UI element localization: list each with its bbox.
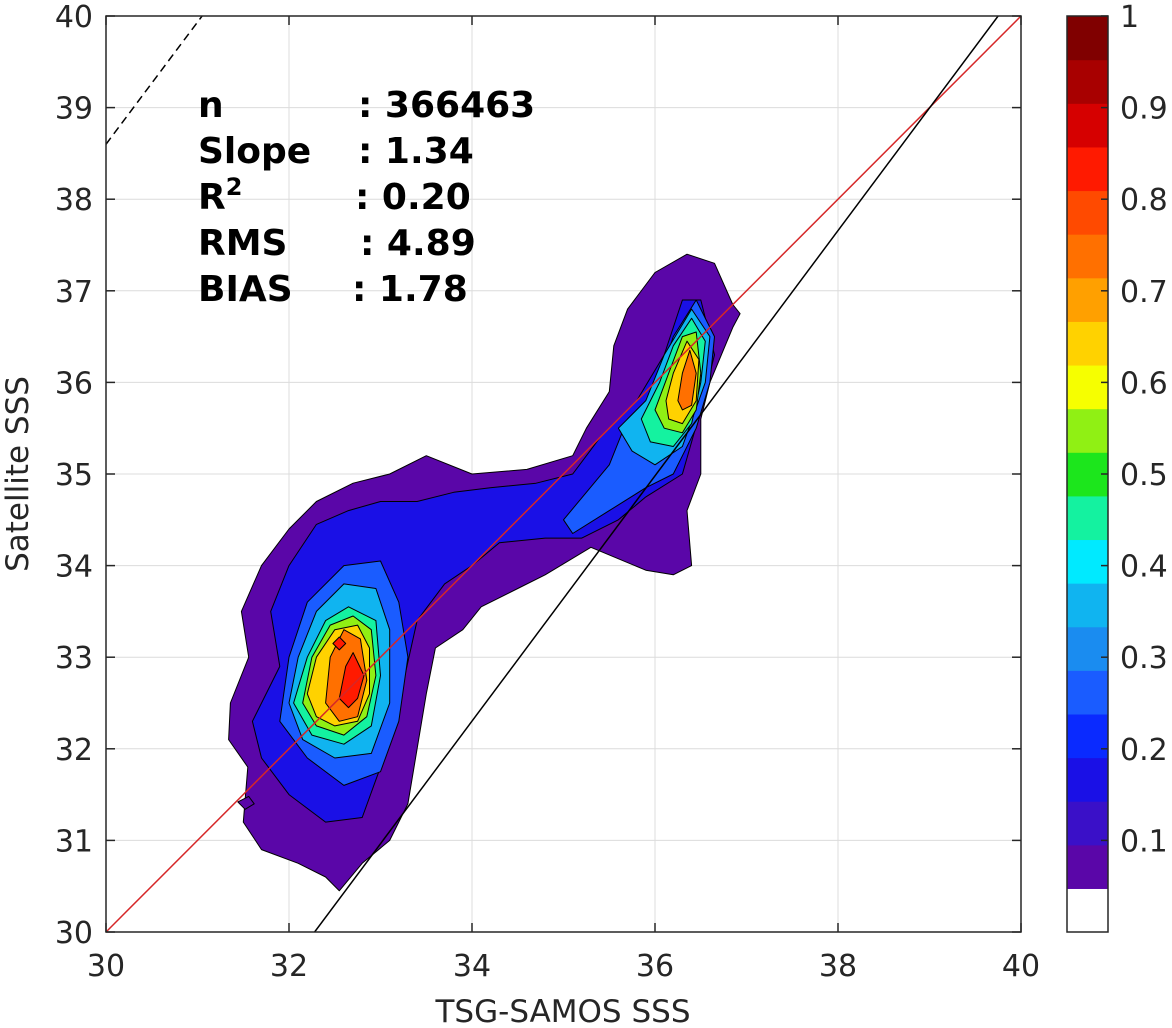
colorbar-segment — [1067, 583, 1108, 628]
y-tick-label: 34 — [55, 550, 93, 585]
density-contour — [677, 349, 697, 411]
stats-annotation: n : 366463 Slope : 1.34 R2 : 0.20 RMS : 4.89 BIA… — [198, 85, 535, 310]
colorbar-tick-label: 0.2 — [1120, 733, 1168, 768]
colorbar-segment — [1067, 16, 1108, 61]
stat-value: : 1.78 — [352, 269, 468, 310]
colorbar-tick-label: 0.3 — [1120, 641, 1168, 676]
stat-superscript: 2 — [226, 173, 243, 201]
x-tick-label: 40 — [1002, 949, 1040, 984]
colorbar: 0.1 0.2 0.3 0.4 0.5 0.6 0.7 0.8 0.9 1 — [1066, 0, 1168, 933]
colorbar-segment — [1067, 844, 1108, 889]
x-axis-ticks: 30 32 34 36 38 40 — [87, 16, 1040, 984]
y-tick-label: 35 — [55, 458, 93, 493]
x-axis-label: TSG-SAMOS SSS — [435, 994, 691, 1028]
colorbar-tick-label: 0.6 — [1120, 366, 1168, 401]
x-tick-label: 30 — [87, 949, 125, 984]
y-tick-label: 39 — [55, 92, 93, 127]
density-contour — [237, 795, 255, 810]
y-tick-label: 40 — [55, 0, 93, 35]
y-tick-label: 32 — [55, 733, 93, 768]
colorbar-tick-label: 0.5 — [1120, 458, 1168, 493]
stat-value: : 1.34 — [358, 131, 474, 172]
stat-value: : 0.20 — [355, 177, 471, 218]
colorbar-tick-label: 0.7 — [1120, 275, 1168, 310]
x-tick-label: 38 — [819, 949, 857, 984]
colorbar-segment — [1067, 59, 1108, 104]
colorbar-segment — [1067, 277, 1108, 322]
stat-label: BIAS — [198, 269, 293, 310]
y-axis-ticks: 30 31 32 33 34 35 36 37 38 39 40 — [55, 0, 1021, 951]
bias-offset-line — [106, 16, 203, 145]
colorbar-segment — [1067, 103, 1108, 148]
stat-label: n — [198, 85, 224, 126]
colorbar-tick-label: 1 — [1120, 0, 1139, 35]
density-contours — [228, 253, 741, 892]
density-contour — [338, 652, 365, 709]
y-tick-label: 38 — [55, 183, 93, 218]
colorbar-tick-label: 0.1 — [1120, 824, 1168, 859]
colorbar-segment — [1067, 234, 1108, 279]
stat-value: : 366463 — [358, 85, 535, 126]
x-tick-label: 32 — [270, 949, 308, 984]
colorbar-segment — [1067, 539, 1108, 584]
colorbar-segment — [1067, 626, 1108, 671]
stat-label: R2 — [198, 173, 242, 218]
colorbar-segment — [1067, 364, 1108, 410]
y-tick-label: 37 — [55, 275, 93, 310]
x-tick-label: 34 — [453, 949, 491, 984]
colorbar-segment — [1067, 888, 1108, 933]
y-tick-label: 30 — [55, 916, 93, 951]
one-to-one-line — [106, 16, 1021, 932]
colorbar-segment — [1067, 713, 1108, 759]
colorbar-segment — [1067, 146, 1108, 192]
colorbar-segment — [1067, 190, 1108, 235]
regression-line — [314, 16, 999, 932]
colorbar-segment — [1067, 408, 1108, 453]
y-tick-label: 36 — [55, 366, 93, 401]
colorbar-segment — [1067, 757, 1108, 802]
y-tick-label: 33 — [55, 641, 93, 676]
reference-lines — [106, 16, 1021, 932]
colorbar-segment — [1067, 801, 1108, 846]
colorbar-segment — [1067, 495, 1108, 541]
x-tick-label: 36 — [636, 949, 674, 984]
stat-value: : 4.89 — [360, 223, 476, 264]
stat-label: Slope — [198, 131, 311, 172]
colorbar-tick-label: 0.4 — [1120, 550, 1168, 585]
colorbar-segment — [1067, 321, 1108, 366]
y-axis-label: Satellite SSS — [0, 376, 36, 572]
colorbar-segment — [1067, 670, 1108, 715]
colorbar-tick-label: 0.9 — [1120, 92, 1168, 127]
density-contour — [332, 636, 347, 651]
colorbar-tick-label: 0.8 — [1120, 183, 1168, 218]
stat-label: RMS — [198, 223, 287, 264]
y-tick-label: 31 — [55, 824, 93, 859]
